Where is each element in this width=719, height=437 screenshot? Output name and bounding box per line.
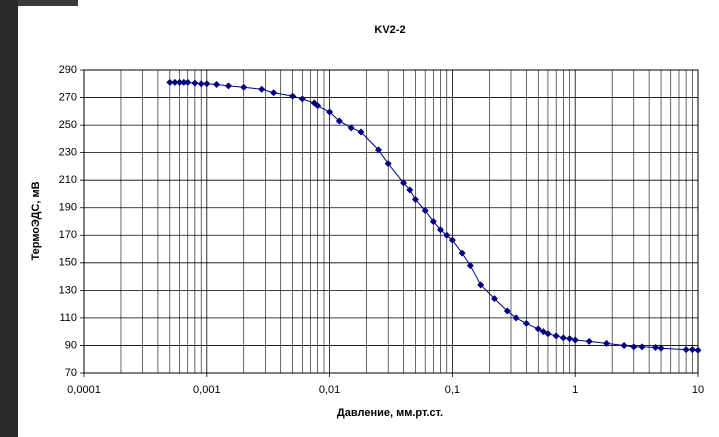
data-point <box>384 160 392 168</box>
x-tick-label: 0,01 <box>319 384 340 396</box>
data-point <box>682 346 690 354</box>
data-point <box>176 78 184 86</box>
data-point <box>559 334 567 342</box>
data-point <box>630 343 638 351</box>
x-tick-label: 1 <box>572 384 578 396</box>
data-point <box>411 195 419 203</box>
data-point <box>258 85 266 93</box>
y-tick-label: 290 <box>59 64 77 76</box>
data-point <box>490 295 498 303</box>
data-point <box>503 307 511 315</box>
data-point <box>534 325 542 333</box>
data-point <box>203 80 211 88</box>
data-point <box>522 319 530 327</box>
y-tick-label: 230 <box>59 147 77 159</box>
data-point <box>585 337 593 345</box>
y-tick-label: 110 <box>59 312 77 324</box>
data-point <box>197 80 205 88</box>
y-tick-label: 250 <box>59 119 77 131</box>
data-point <box>544 330 552 338</box>
chart-title: KV2-2 <box>374 24 405 36</box>
data-point <box>166 78 174 86</box>
data-point <box>298 95 306 103</box>
data-point <box>335 117 343 125</box>
data-point <box>357 128 365 136</box>
data-point <box>477 281 485 289</box>
data-point <box>270 89 278 97</box>
y-tick-label: 270 <box>59 91 77 103</box>
plot-frame <box>83 69 699 374</box>
y-tick-label: 70 <box>65 367 77 379</box>
data-point <box>571 336 579 344</box>
data-point <box>289 92 297 100</box>
data-point <box>657 344 665 352</box>
data-point <box>638 343 646 351</box>
y-tick-label: 150 <box>59 257 77 269</box>
data-line <box>169 81 699 351</box>
y-tick-label: 90 <box>65 339 77 351</box>
data-point <box>651 344 659 352</box>
data-point <box>171 78 179 86</box>
data-point <box>400 179 408 187</box>
y-axis-label: ТермоЭДС, мВ <box>30 181 42 260</box>
data-point <box>406 186 414 194</box>
data-point <box>566 335 574 343</box>
data-point <box>436 226 444 234</box>
data-point <box>694 346 702 354</box>
y-tick-label: 210 <box>59 174 77 186</box>
x-tick-label: 0,0001 <box>67 384 101 396</box>
data-point <box>347 124 355 132</box>
data-point <box>184 78 192 86</box>
data-point <box>443 231 451 239</box>
x-tick-label: 10 <box>692 384 704 396</box>
y-tick-label: 170 <box>59 229 77 241</box>
data-point <box>180 78 188 86</box>
data-point <box>458 249 466 257</box>
data-point <box>240 83 248 91</box>
background-strip <box>0 0 18 437</box>
data-point <box>429 218 437 225</box>
data-point <box>466 262 474 270</box>
data-point <box>314 102 322 110</box>
x-tick-label: 0,1 <box>445 384 460 396</box>
x-axis-label: Давление, мм.рт.ст. <box>337 407 443 419</box>
data-point <box>512 314 520 322</box>
y-tick-label: 190 <box>59 202 77 214</box>
data-point <box>688 346 696 354</box>
y-tick-label: 130 <box>59 284 77 296</box>
x-tick-label: 0,001 <box>193 384 221 396</box>
background-strip <box>18 0 78 6</box>
data-point <box>374 146 382 154</box>
data-point <box>191 79 199 87</box>
data-point <box>620 341 628 349</box>
data-point <box>326 108 334 116</box>
data-point <box>448 236 456 244</box>
data-point <box>552 332 560 340</box>
data-point <box>213 80 221 88</box>
data-point <box>224 82 232 90</box>
data-point <box>421 206 429 214</box>
data-point <box>603 339 611 347</box>
